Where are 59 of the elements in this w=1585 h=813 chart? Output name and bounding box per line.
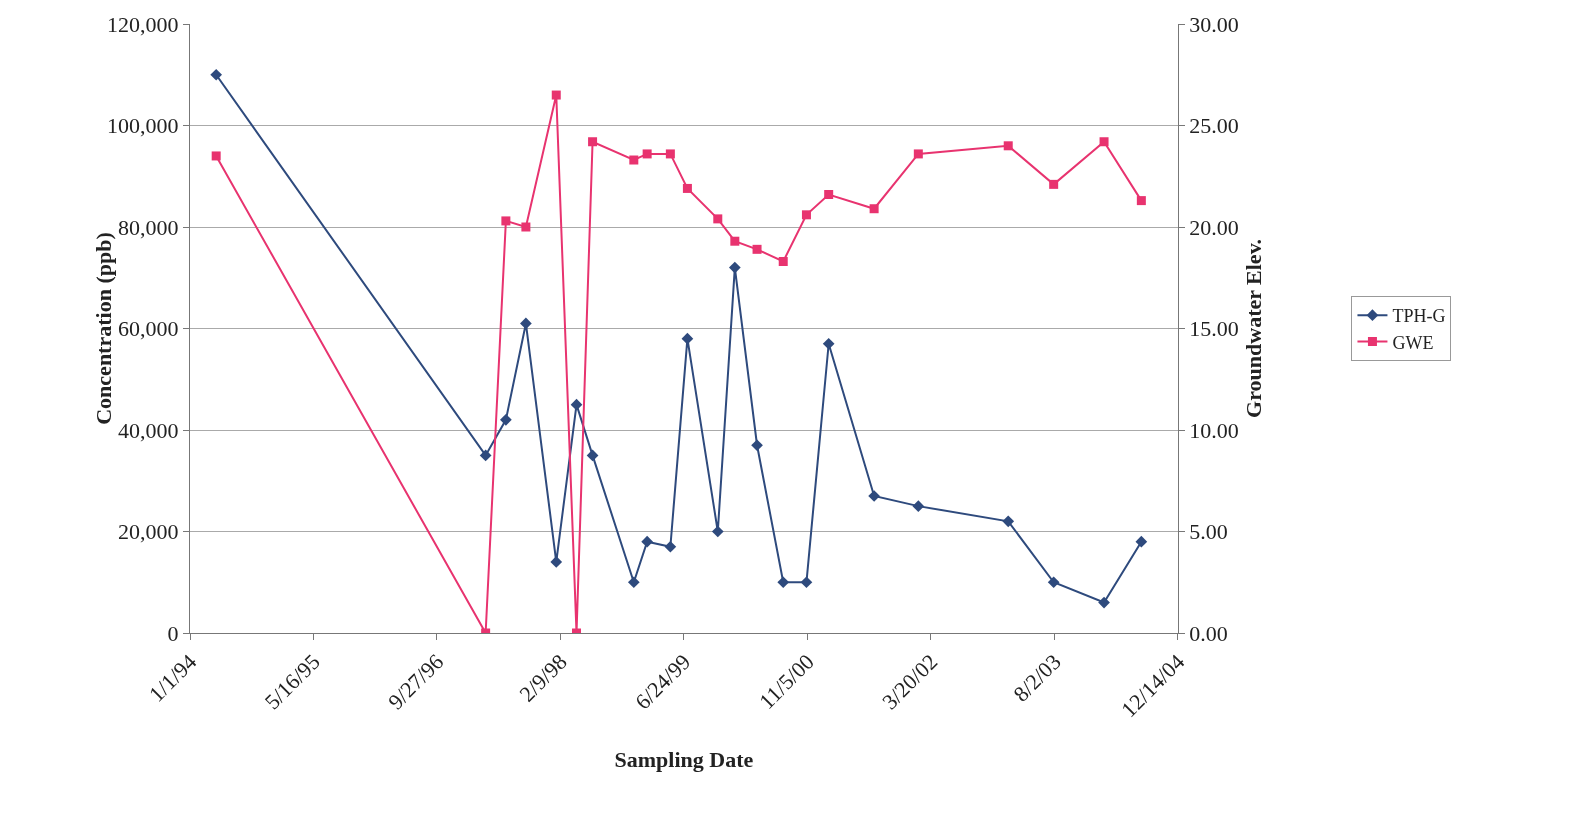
y2-tick-label: 5.00: [1189, 519, 1228, 545]
point: [752, 244, 762, 254]
y2-tick-label: 25.00: [1189, 113, 1239, 139]
point: [801, 210, 811, 220]
point: [641, 535, 653, 548]
point: [800, 576, 813, 589]
point: [627, 576, 640, 589]
y2-tick-label: 15.00: [1189, 316, 1239, 342]
point: [642, 149, 652, 159]
point: [570, 398, 583, 411]
x-axis-title: Sampling Date: [614, 746, 754, 772]
legend-label: GWE: [1392, 332, 1434, 353]
y-tick-label: 100,000: [107, 113, 179, 139]
y-tick-label: 0: [167, 620, 179, 646]
point: [664, 540, 677, 553]
point: [521, 222, 531, 232]
point: [1047, 576, 1060, 589]
point: [1003, 141, 1013, 151]
point: [1099, 137, 1109, 147]
point: [713, 214, 723, 224]
y2-tick-label: 10.00: [1189, 417, 1239, 443]
point: [551, 90, 561, 100]
point: [869, 204, 879, 214]
point: [588, 137, 598, 147]
point: [210, 68, 223, 81]
point: [1135, 535, 1148, 548]
y-tick-label: 60,000: [118, 316, 179, 342]
point: [1136, 196, 1146, 206]
y2-axis-title: Groundwater Elev.: [1240, 239, 1266, 418]
y2-tick-label: 20.00: [1189, 214, 1239, 240]
point: [912, 500, 925, 512]
point: [1002, 515, 1015, 528]
legend-label: TPH-G: [1392, 306, 1446, 327]
point: [500, 414, 512, 426]
point: [211, 151, 221, 161]
point: [730, 236, 740, 246]
y2-tick-label: 30.00: [1189, 11, 1239, 37]
y2-tick-label: 0.00: [1189, 620, 1228, 646]
point: [777, 576, 790, 589]
y-tick-label: 40,000: [118, 417, 179, 443]
point: [824, 190, 834, 200]
point: [1098, 596, 1110, 609]
y-tick-label: 20,000: [118, 519, 179, 545]
point: [913, 149, 923, 159]
point: [778, 257, 788, 267]
point: [1049, 179, 1059, 189]
point: [550, 556, 563, 568]
y-tick-label: 120,000: [107, 11, 179, 37]
point: [728, 261, 741, 274]
y-tick-label: 80,000: [118, 214, 179, 240]
point: [751, 439, 763, 452]
point: [629, 155, 639, 165]
point: [501, 216, 511, 226]
point: [682, 183, 692, 193]
y-axis-title: Concentration (ppb): [91, 232, 117, 425]
point: [665, 149, 675, 159]
point: [586, 449, 599, 462]
point: [822, 337, 835, 350]
point: [479, 449, 492, 462]
